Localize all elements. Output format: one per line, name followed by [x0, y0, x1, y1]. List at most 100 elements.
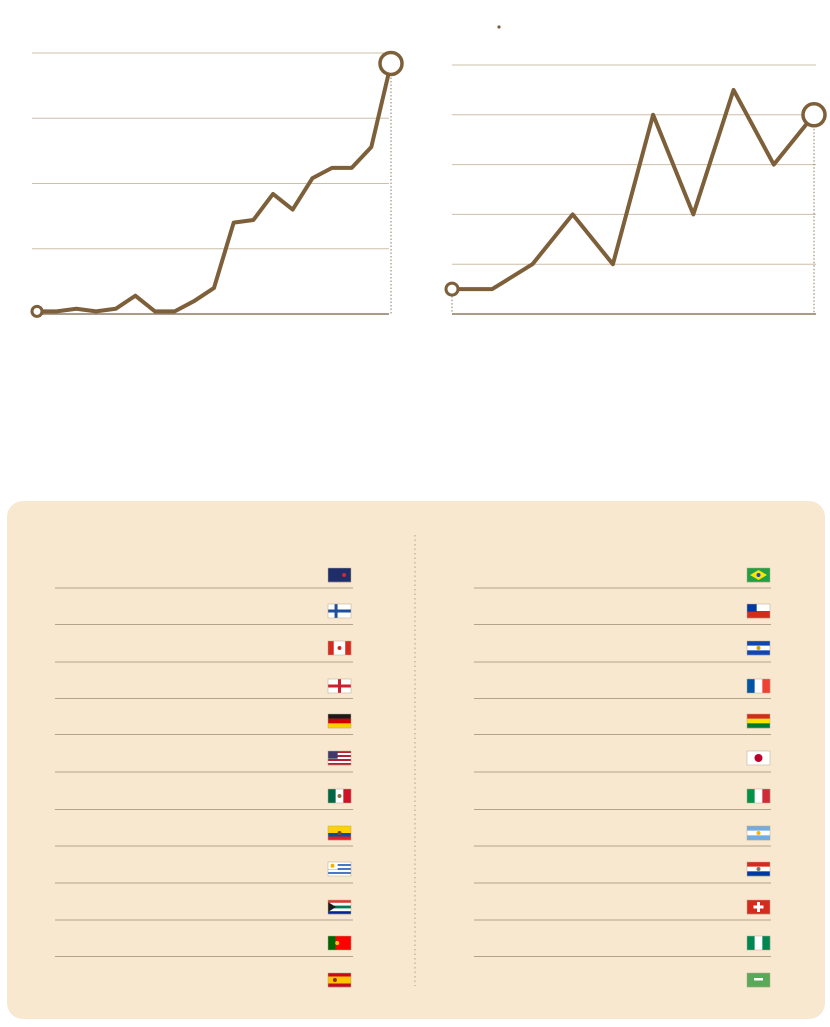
- flag-stripe: [747, 835, 770, 841]
- flag-emblem: [337, 831, 342, 835]
- flag-stripe: [328, 759, 351, 762]
- flag-border: [746, 935, 771, 951]
- flag-stripe: [328, 718, 351, 724]
- flag-stripe: [328, 753, 351, 756]
- flag-stripe: [328, 936, 336, 950]
- flag-emblem: [756, 573, 761, 577]
- flag-stripe: [328, 872, 351, 875]
- flag-stripe: [328, 874, 351, 877]
- flag-stripe: [328, 568, 351, 583]
- flag-border: [327, 825, 352, 841]
- flag-cross: [334, 604, 338, 618]
- flag-stripe: [328, 868, 351, 871]
- flag-stripe: [747, 718, 770, 724]
- flag-list: [55, 567, 771, 988]
- flag-border: [327, 678, 352, 694]
- flag-emblem: [754, 754, 763, 762]
- flag-stripe: [328, 755, 351, 758]
- flag-cross: [757, 902, 760, 912]
- flag-emblem: [756, 646, 761, 650]
- flag-stripe: [328, 905, 351, 909]
- flag-canton: [747, 604, 757, 612]
- flag-border: [746, 713, 771, 729]
- flag-canton: [328, 751, 338, 759]
- flag-stripe: [747, 871, 770, 877]
- flag-cross: [328, 609, 351, 613]
- flag-stripe: [747, 611, 770, 619]
- flag-border: [327, 861, 352, 877]
- flag-stripe: [328, 908, 351, 912]
- flag-stripe: [747, 789, 755, 803]
- flag-stripe: [747, 723, 770, 729]
- flag-stripe: [762, 936, 771, 950]
- flag-panel: [7, 501, 825, 1019]
- flag-stripe: [328, 641, 334, 655]
- start-marker: [444, 281, 460, 297]
- flag-emblem: [328, 902, 336, 912]
- end-marker: [801, 102, 827, 128]
- flag-stripe: [343, 936, 352, 950]
- flag-stripe: [328, 976, 351, 981]
- flag-cross: [338, 679, 341, 693]
- flag-stripe: [328, 911, 351, 915]
- flag-stripe: [747, 826, 770, 831]
- flag-stripe: [328, 902, 351, 906]
- flag-emblem: [330, 863, 335, 868]
- line: [37, 62, 393, 314]
- start-marker: [30, 304, 44, 318]
- flag-border: [327, 972, 352, 988]
- flag-stripe: [754, 936, 763, 950]
- flag-stripe: [747, 604, 770, 612]
- flag-emblem: [342, 573, 347, 577]
- flag-stripe: [333, 641, 340, 655]
- flag-stripe: [747, 650, 770, 656]
- flag-stripe: [328, 900, 351, 903]
- flag-stripe: [762, 679, 771, 693]
- flag-border: [327, 603, 352, 619]
- flag-stripe: [328, 761, 351, 764]
- flag-border: [746, 640, 771, 656]
- flag-border: [327, 788, 352, 804]
- flag-border: [327, 713, 352, 729]
- flag-border: [327, 935, 352, 951]
- flag-border: [746, 788, 771, 804]
- flag-stripe: [345, 641, 352, 655]
- flag-emblem: [335, 941, 340, 945]
- flag-emblem: [337, 794, 342, 798]
- flag-stripe: [343, 789, 352, 803]
- flag-emblem: [754, 978, 763, 981]
- line: [452, 87, 816, 292]
- flag-stripe: [328, 836, 351, 841]
- flag-stripe: [328, 983, 351, 988]
- flag-stripe: [747, 641, 770, 646]
- flag-border: [746, 825, 771, 841]
- flag-stripe: [328, 714, 351, 719]
- flag-stripe: [328, 864, 351, 867]
- flag-border: [746, 972, 771, 988]
- flag-stripe: [328, 866, 351, 869]
- flag-border: [746, 750, 771, 766]
- flag-emblem: [756, 867, 761, 871]
- flag-border: [746, 567, 771, 583]
- flag-stripe: [747, 936, 755, 950]
- flag-border: [327, 750, 352, 766]
- dot: [497, 25, 501, 29]
- flag-emblem: [337, 646, 342, 650]
- flag-stripe: [328, 973, 351, 977]
- flag-stripe: [328, 826, 351, 830]
- flag-stripe: [328, 870, 351, 873]
- flag-stripe: [762, 789, 771, 803]
- flag-stripe: [339, 641, 346, 655]
- flag-border: [746, 861, 771, 877]
- flag-stripe: [328, 763, 351, 766]
- flag-border: [327, 899, 352, 915]
- flag-stripe: [754, 679, 763, 693]
- flag-stripe: [747, 679, 755, 693]
- flag-border: [746, 678, 771, 694]
- flag-stripe: [328, 789, 336, 803]
- flag-emblem: [332, 978, 337, 982]
- end-marker: [378, 50, 404, 77]
- flag-stripe: [328, 757, 351, 760]
